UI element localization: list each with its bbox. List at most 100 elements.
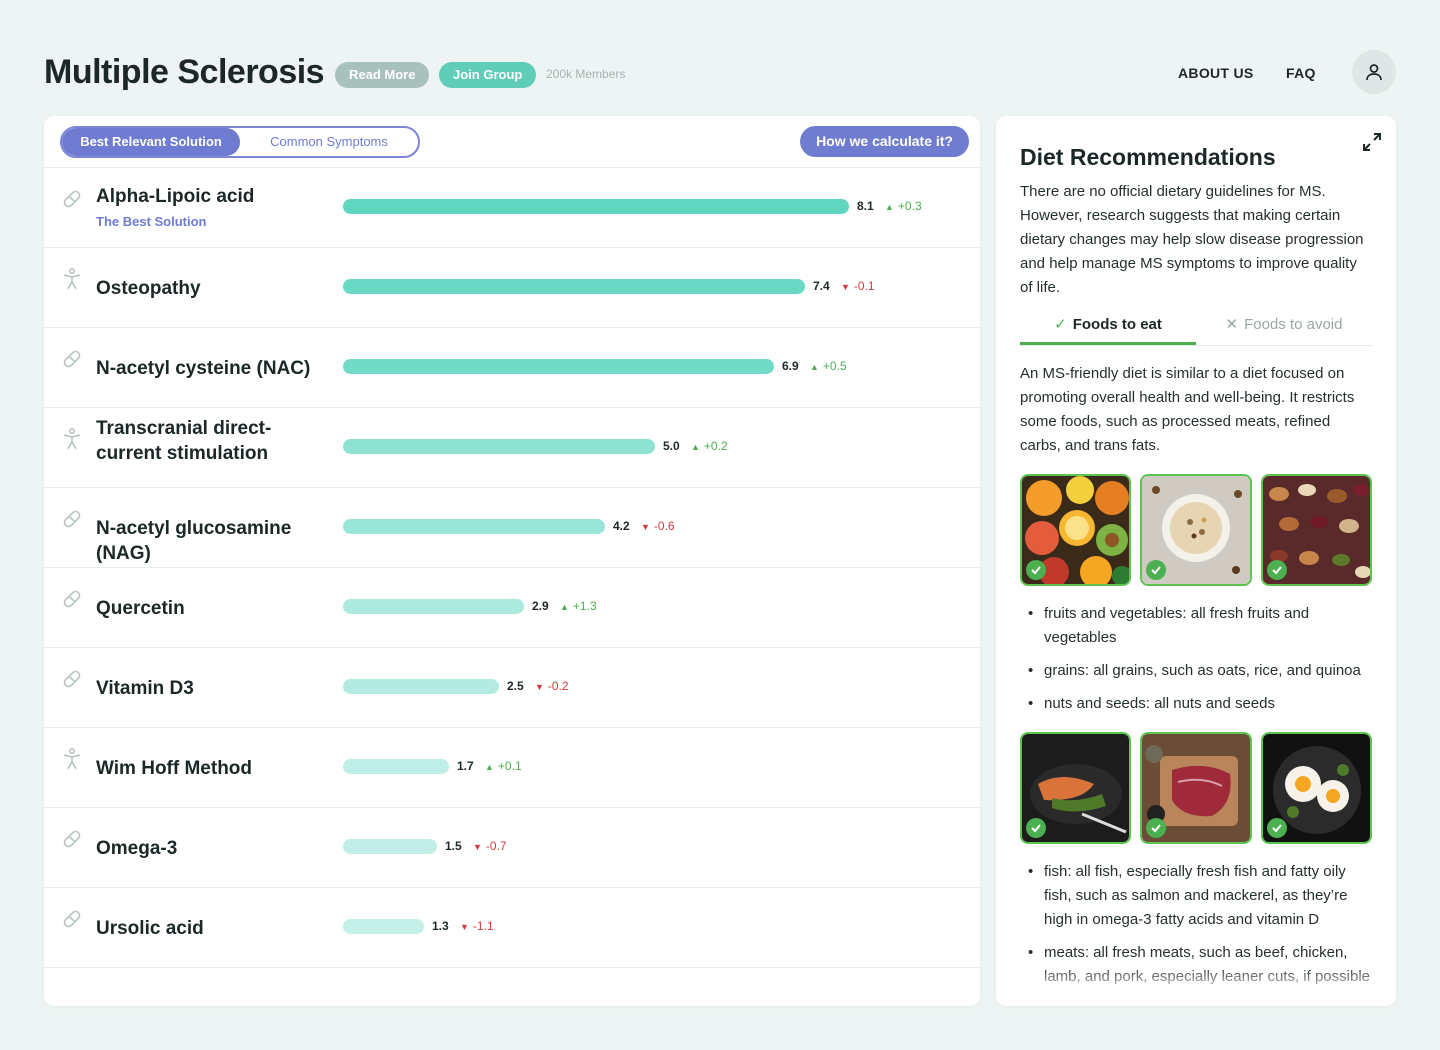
- check-icon: [1026, 818, 1046, 838]
- solutions-list: Alpha-Lipoic acid The Best Solution 8.1 ▲ +0…: [44, 167, 980, 968]
- person-icon: [60, 747, 84, 771]
- score-bar: [343, 439, 655, 454]
- meat-image[interactable]: [1140, 732, 1252, 844]
- scroll-fade: [996, 966, 1396, 1006]
- person-icon: [60, 427, 84, 451]
- expand-icon[interactable]: [1362, 132, 1382, 152]
- tab-foods-to-avoid[interactable]: ✕ Foods to avoid: [1196, 314, 1372, 345]
- user-avatar-button[interactable]: [1352, 50, 1396, 94]
- score-value: 7.4: [813, 279, 830, 293]
- score-bar: [343, 919, 424, 934]
- solution-name: N-acetyl glucosamine (NAG): [96, 518, 292, 564]
- check-icon: [1266, 560, 1287, 580]
- check-icon: [1146, 560, 1167, 580]
- table-row[interactable]: Quercetin 2.9 ▲ +1.3: [44, 568, 980, 648]
- diet-title: Diet Recommendations: [1020, 144, 1276, 170]
- close-icon: ✕: [1225, 316, 1239, 333]
- table-row[interactable]: Osteopathy 7.4 ▼ -0.1: [44, 248, 980, 328]
- score-value: 4.2: [613, 519, 630, 533]
- solution-name: Wim Hoff Method: [96, 758, 253, 779]
- page-title: Multiple Sclerosis: [44, 53, 325, 91]
- check-icon: ✓: [1054, 316, 1067, 333]
- pill-icon: [60, 587, 84, 611]
- user-icon: [1366, 64, 1382, 81]
- score-delta: ▲ +1.3: [560, 599, 597, 613]
- solution-name: Alpha-Lipoic acid: [96, 186, 255, 207]
- score-delta: ▼ -0.1: [841, 279, 875, 293]
- solution-name: Omega-3: [96, 838, 178, 859]
- join-group-button[interactable]: Join Group: [439, 62, 537, 88]
- score-delta: ▼ -0.6: [641, 519, 675, 533]
- fish-image[interactable]: [1020, 732, 1132, 844]
- how-we-calculate-button[interactable]: How we calculate it?: [800, 126, 969, 157]
- pill-icon: [60, 347, 84, 371]
- arrow-down-icon: ▼: [535, 682, 544, 692]
- score-delta-value: -1.1: [472, 919, 494, 933]
- eggs-image[interactable]: [1260, 732, 1372, 844]
- score-delta-value: +0.1: [497, 759, 522, 773]
- fruits-image[interactable]: [1020, 474, 1132, 586]
- table-row[interactable]: Ursolic acid 1.3 ▼ -1.1: [44, 888, 980, 968]
- check-icon: [1146, 818, 1167, 838]
- arrow-up-icon: ▲: [560, 602, 569, 612]
- check-icon: [1266, 818, 1287, 838]
- table-row[interactable]: N-acetyl cysteine (NAC) 6.9 ▲ +0.5: [44, 328, 980, 408]
- foods-list-plant: fruits and vegetables: all fresh fruits …: [1020, 602, 1372, 725]
- score-value: 5.0: [663, 439, 680, 453]
- score-delta: ▲ +0.5: [810, 359, 847, 373]
- solutions-card: Best Relevant Solution Common Symptoms H…: [44, 116, 980, 1006]
- score-value: 2.5: [507, 679, 524, 693]
- arrow-down-icon: ▼: [460, 922, 469, 932]
- score-value: 1.5: [445, 839, 462, 853]
- food-images-plant: [1020, 474, 1372, 586]
- read-more-button[interactable]: Read More: [335, 62, 430, 88]
- score-delta-value: +0.3: [897, 199, 922, 213]
- score-delta-value: +1.3: [572, 599, 597, 613]
- solution-subtitle: The Best Solution: [96, 214, 207, 229]
- table-row[interactable]: Alpha-Lipoic acid The Best Solution 8.1 ▲ +0…: [44, 168, 980, 248]
- score-delta-value: -0.2: [547, 679, 569, 693]
- solution-name: N-acetyl cysteine (NAC): [96, 358, 311, 379]
- solution-name: Quercetin: [96, 598, 185, 619]
- table-row[interactable]: Vitamin D3 2.5 ▼ -0.2: [44, 648, 980, 728]
- list-item: fruits and vegetables: all fresh fruits …: [1020, 602, 1372, 650]
- pill-icon: [60, 507, 84, 531]
- table-row[interactable]: Transcranial direct-current stimulation 5…: [44, 408, 980, 488]
- nav-about-us[interactable]: ABOUT US: [1178, 65, 1254, 81]
- table-row[interactable]: Wim Hoff Method 1.7 ▲ +0.1: [44, 728, 980, 808]
- score-bar: [343, 679, 499, 694]
- arrow-up-icon: ▲: [885, 202, 894, 212]
- check-icon: [1026, 560, 1046, 580]
- list-item: grains: all grains, such as oats, rice, …: [1020, 659, 1372, 683]
- score-value: 1.7: [457, 759, 474, 773]
- tab-foods-to-eat[interactable]: ✓ Foods to eat: [1020, 314, 1196, 345]
- table-row[interactable]: Omega-3 1.5 ▼ -0.7: [44, 808, 980, 888]
- table-row[interactable]: N-acetyl glucosamine (NAG) 4.2 ▼ -0.6: [44, 488, 980, 568]
- solution-name: Ursolic acid: [96, 918, 204, 939]
- pill-icon: [60, 907, 84, 931]
- solution-name: Vitamin D3: [96, 678, 194, 699]
- score-bar: [343, 359, 774, 374]
- toggle-best-relevant-solution[interactable]: Best Relevant Solution: [62, 128, 240, 156]
- grains-image[interactable]: [1140, 474, 1252, 586]
- score-value: 8.1: [857, 199, 874, 213]
- tab-foods-to-eat-label: Foods to eat: [1072, 316, 1162, 333]
- score-delta: ▲ +0.1: [485, 759, 522, 773]
- nuts-image[interactable]: [1260, 474, 1372, 586]
- arrow-down-icon: ▼: [641, 522, 650, 532]
- arrow-down-icon: ▼: [841, 282, 850, 292]
- score-bar: [343, 599, 524, 614]
- list-item: nuts and seeds: all nuts and seeds: [1020, 692, 1372, 716]
- toggle-common-symptoms[interactable]: Common Symptoms: [270, 134, 388, 149]
- score-bar: [343, 519, 605, 534]
- diet-description: An MS-friendly diet is similar to a diet…: [1020, 365, 1355, 454]
- header: Multiple Sclerosis Read More Join Group …: [44, 50, 1396, 96]
- score-delta: ▲ +0.2: [691, 439, 728, 453]
- solution-name: Osteopathy: [96, 278, 201, 299]
- arrow-down-icon: ▼: [473, 842, 482, 852]
- solution-name: Transcranial direct-current stimulation: [96, 418, 272, 464]
- nav-faq[interactable]: FAQ: [1286, 65, 1316, 81]
- arrow-up-icon: ▲: [485, 762, 494, 772]
- food-images-protein: [1020, 732, 1372, 844]
- score-delta-value: -0.1: [853, 279, 875, 293]
